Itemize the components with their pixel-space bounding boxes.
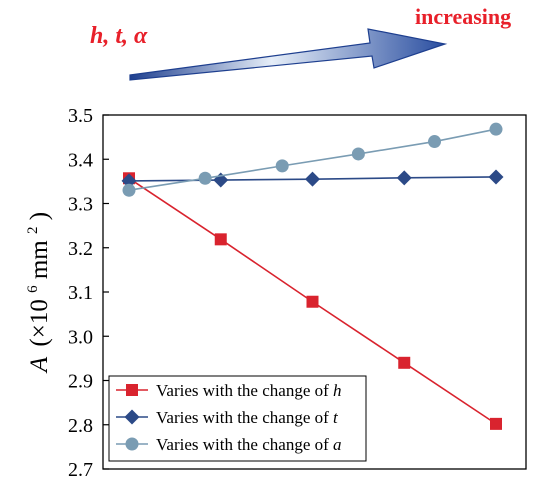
series-layer	[121, 122, 504, 430]
legend-items: Varies with the change of h Varies with t…	[116, 381, 342, 454]
legend-label-h: Varies with the change of h	[156, 381, 342, 400]
y-axis: 2.7 2.8 2.9 3.0 3.1 3.2 3.3 3.4 3.5	[68, 105, 109, 481]
data-point-a	[122, 183, 136, 197]
y-axis-unit-exponent: 6	[25, 285, 41, 293]
legend-label-t: Varies with the change of t	[156, 408, 339, 427]
series-t	[121, 169, 504, 189]
data-point-h	[306, 295, 319, 308]
legend-marker-h	[126, 384, 138, 396]
legend-entry-a: Varies with the change of a	[116, 435, 342, 454]
series-line-a	[128, 128, 497, 192]
data-point-t	[305, 171, 320, 187]
y-axis-unit-squared: 2	[25, 226, 41, 234]
legend-marker-a	[125, 437, 139, 451]
data-point-a	[351, 147, 365, 161]
y-axis-symbol: A	[26, 356, 53, 374]
legend-entry-t: Varies with the change of t	[116, 408, 339, 427]
y-tick-label: 3.0	[68, 326, 93, 348]
data-point-a	[489, 122, 503, 136]
data-point-h	[214, 233, 227, 246]
legend-box	[108, 375, 367, 462]
y-tick-label: 3.3	[68, 194, 93, 216]
y-axis-unit-open: (×10	[26, 299, 53, 346]
y-axis-title: A (×10 6 mm 2 )	[16, 212, 53, 374]
y-axis-unit-mid: mm	[26, 240, 53, 279]
data-point-h	[398, 356, 411, 369]
variables-annotation: h, t, α	[90, 23, 148, 49]
data-point-h	[490, 417, 502, 430]
y-tick-label: 3.4	[68, 149, 93, 171]
y-tick-label: 3.1	[68, 282, 93, 304]
data-point-t	[121, 173, 137, 189]
y-tick-label: 3.5	[68, 105, 93, 127]
data-point-a	[198, 171, 212, 185]
series-h	[123, 172, 502, 430]
increasing-annotation: increasing	[415, 4, 511, 29]
y-axis-unit-close: )	[26, 212, 53, 220]
legend-marker-t	[124, 409, 140, 425]
legend-label-a: Varies with the change of a	[156, 435, 342, 454]
y-tick-label: 2.9	[68, 371, 93, 393]
data-point-a	[275, 159, 289, 173]
data-point-t	[488, 169, 504, 185]
y-tick-label: 3.2	[68, 238, 93, 260]
series-a	[122, 122, 503, 197]
legend-entry-h: Varies with the change of h	[116, 381, 342, 400]
data-point-t	[396, 170, 412, 186]
increasing-arrow-icon	[129, 28, 448, 81]
data-point-a	[428, 135, 442, 149]
y-tick-label: 2.7	[68, 459, 93, 481]
y-tick-label: 2.8	[68, 415, 93, 437]
legend: Varies with the change of h Varies with t…	[108, 375, 367, 462]
